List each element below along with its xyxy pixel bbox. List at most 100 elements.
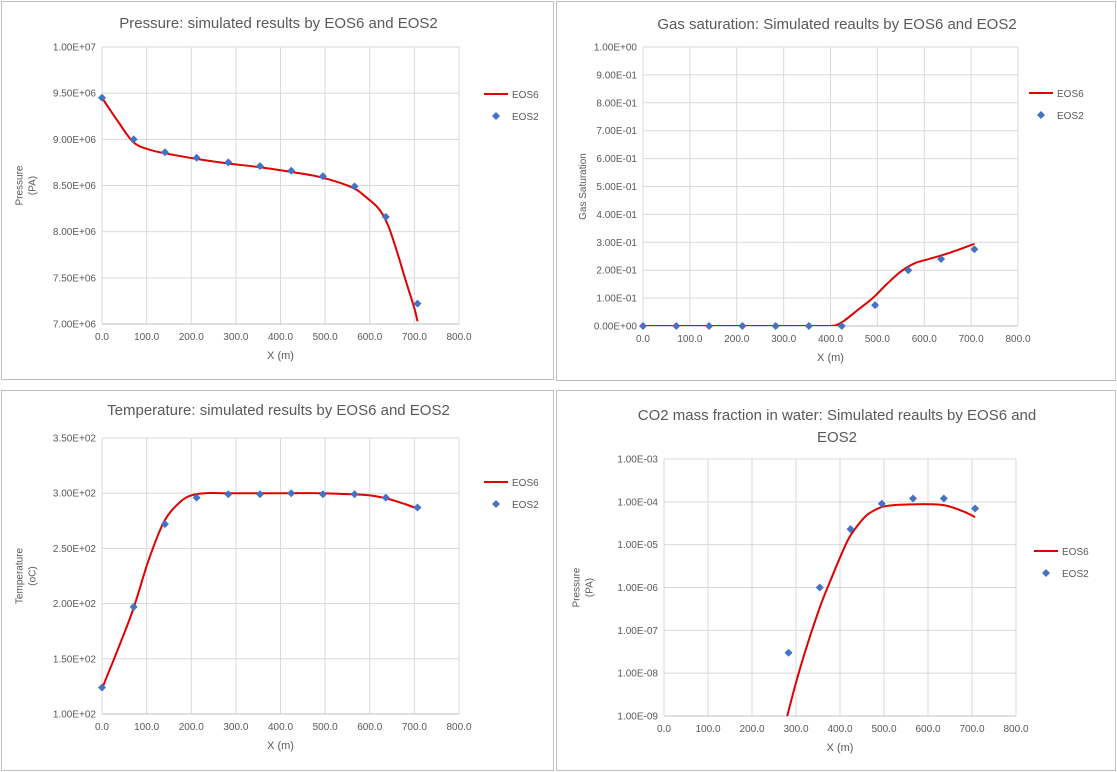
x-tick-label: 800.0 (1003, 724, 1028, 735)
series-eos2-point (804, 322, 813, 330)
legend-eos6-label: EOS6 (512, 478, 539, 489)
legend-eos2-swatch (1037, 111, 1045, 119)
series-eos2-point (129, 602, 138, 611)
legend-eos2-swatch (492, 500, 500, 508)
series-eos2-point (287, 489, 296, 498)
series-eos2-point (224, 158, 233, 167)
legend-eos6-label: EOS6 (1057, 89, 1084, 100)
y-tick-label: 1.00E-03 (617, 455, 658, 466)
y-tick-label: 1.00E+00 (594, 43, 638, 54)
series-eos2-point (381, 212, 390, 221)
series-eos6-line (786, 503, 976, 716)
series-eos2-point (937, 255, 946, 264)
x-axis-label: X (m) (817, 352, 844, 364)
x-tick-label: 200.0 (724, 334, 749, 345)
y-tick-label: 3.00E+02 (53, 489, 97, 500)
x-tick-label: 0.0 (657, 724, 671, 735)
series-eos2-point (672, 322, 681, 330)
series-eos2-point (784, 648, 793, 657)
chart-title: Temperature: simulated results by EOS6 a… (107, 402, 450, 419)
x-axis-label: X (m) (267, 350, 294, 362)
series-eos6-line (102, 97, 419, 322)
y-tick-label: 6.00E-01 (596, 154, 637, 165)
x-tick-label: 700.0 (402, 722, 427, 733)
y-tick-label: 7.00E+06 (53, 320, 97, 331)
y-tick-label: 0.00E+00 (594, 322, 638, 333)
series-eos2-point (971, 504, 980, 513)
legend-eos6-label: EOS6 (1062, 547, 1089, 558)
y-tick-label: 1.00E-04 (617, 497, 658, 508)
x-tick-label: 100.0 (134, 332, 159, 343)
co2-mass-fraction-chart-plot: CO2 mass fraction in water: Simulated re… (572, 407, 1090, 754)
y-tick-label: 2.50E+02 (53, 544, 97, 555)
legend-eos6-label: EOS6 (512, 90, 539, 101)
y-axis-label: Pressure (572, 567, 583, 607)
x-tick-label: 400.0 (827, 724, 852, 735)
y-tick-label: 5.00E-01 (596, 182, 637, 193)
x-tick-label: 300.0 (223, 332, 248, 343)
x-tick-label: 100.0 (134, 722, 159, 733)
x-tick-label: 800.0 (446, 332, 471, 343)
y-tick-label: 9.00E+06 (53, 135, 97, 146)
x-tick-label: 600.0 (912, 334, 937, 345)
temperature-chart-plot: Temperature: simulated results by EOS6 a… (15, 402, 540, 752)
x-axis-label: X (m) (827, 742, 854, 754)
series-eos2-point (413, 299, 422, 308)
x-tick-label: 0.0 (95, 722, 109, 733)
chart-title: Pressure: simulated results by EOS6 and … (119, 15, 437, 32)
series-eos2-point (192, 153, 201, 162)
series-eos2-point (318, 490, 327, 499)
series-eos2-point (160, 148, 169, 157)
x-tick-label: 200.0 (179, 332, 204, 343)
series-eos2-point (837, 322, 846, 330)
y-axis-label: Pressure (15, 165, 26, 205)
x-tick-label: 700.0 (959, 724, 984, 735)
x-tick-label: 0.0 (95, 332, 109, 343)
x-tick-label: 600.0 (915, 724, 940, 735)
y-tick-label: 7.50E+06 (53, 273, 97, 284)
y-tick-label: 3.00E-01 (596, 238, 637, 249)
y-tick-label: 1.00E+07 (53, 43, 97, 54)
legend-eos2-label: EOS2 (1057, 111, 1084, 122)
series-eos2-point (846, 525, 855, 534)
y-axis-label: (oC) (28, 566, 39, 585)
series-eos2-point (771, 322, 780, 330)
series-eos2-point (255, 162, 264, 171)
series-eos2-point (129, 135, 138, 144)
series-eos2-point (904, 266, 913, 275)
y-tick-label: 2.00E+02 (53, 599, 97, 610)
y-tick-label: 1.50E+02 (53, 654, 97, 665)
x-tick-label: 800.0 (446, 722, 471, 733)
series-eos2-point (705, 322, 714, 330)
x-tick-label: 600.0 (357, 722, 382, 733)
legend-eos2-label: EOS2 (512, 112, 539, 123)
chart-title: Gas saturation: Simulated reaults by EOS… (657, 16, 1016, 33)
y-tick-label: 7.00E-01 (596, 126, 637, 137)
x-tick-label: 700.0 (402, 332, 427, 343)
series-eos2-point (381, 493, 390, 502)
series-eos6-line (643, 242, 976, 326)
pressure-chart-plot: Pressure: simulated results by EOS6 and … (15, 15, 540, 362)
series-eos2-point (318, 172, 327, 181)
series-eos2-point (350, 182, 359, 191)
series-eos2-point (98, 683, 106, 692)
x-tick-label: 500.0 (865, 334, 890, 345)
y-tick-label: 1.00E-05 (617, 540, 658, 551)
y-tick-label: 8.50E+06 (53, 181, 97, 192)
co2-mass-fraction-chart: CO2 mass fraction in water: Simulated re… (556, 390, 1116, 771)
y-tick-label: 1.00E+02 (53, 710, 97, 721)
series-eos2-point (160, 520, 169, 529)
legend-eos2-swatch (1042, 569, 1050, 577)
y-tick-label: 3.50E+02 (53, 434, 97, 445)
series-eos2-point (738, 322, 747, 330)
legend-eos2-swatch (492, 112, 500, 120)
y-axis-label: (PA) (28, 176, 39, 195)
pressure-chart: Pressure: simulated results by EOS6 and … (1, 1, 554, 380)
series-eos2-point (639, 322, 647, 330)
x-tick-label: 400.0 (818, 334, 843, 345)
y-tick-label: 1.00E-09 (617, 712, 658, 723)
series-eos2-point (877, 499, 886, 508)
series-eos2-point (287, 166, 296, 175)
x-tick-label: 200.0 (739, 724, 764, 735)
gas-saturation-chart: Gas saturation: Simulated reaults by EOS… (556, 1, 1116, 381)
